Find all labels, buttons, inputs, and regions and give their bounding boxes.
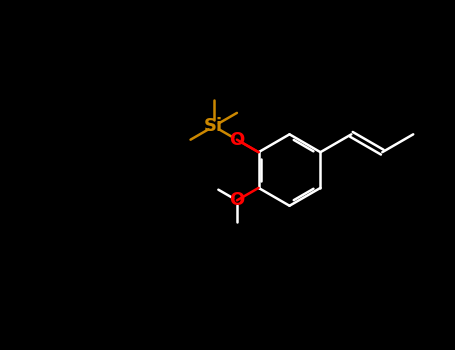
Text: O: O bbox=[229, 191, 244, 209]
Text: O: O bbox=[229, 131, 244, 149]
Text: Si: Si bbox=[204, 117, 223, 135]
